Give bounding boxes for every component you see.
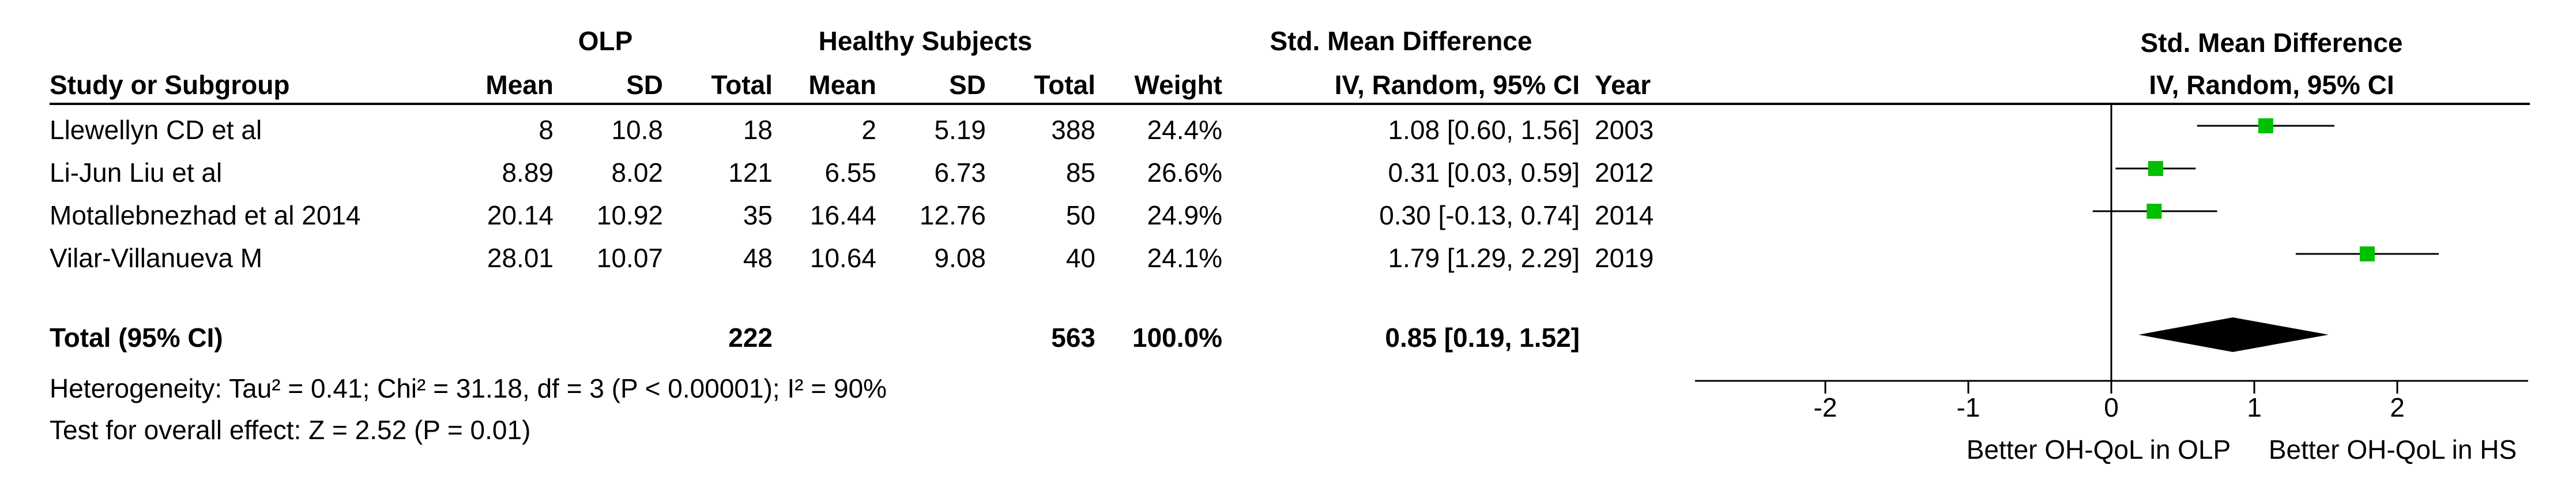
total-hs: 388 <box>1051 115 1095 145</box>
year: 2012 <box>1595 158 1654 188</box>
col-sd-olp: SD <box>626 70 663 100</box>
total-olp: 121 <box>728 158 773 188</box>
col-total-olp: Total <box>711 70 773 100</box>
mean-olp: 8 <box>538 115 553 145</box>
sd-olp: 8.02 <box>611 158 663 188</box>
x-tick-label: 0 <box>2104 392 2119 422</box>
sd-hs: 9.08 <box>934 243 986 273</box>
xlabel-left: Better OH-QoL in OLP <box>1967 435 2231 465</box>
sd-olp: 10.8 <box>611 115 663 145</box>
col-mean-olp: Mean <box>485 70 553 100</box>
col-mean-hs: Mean <box>808 70 876 100</box>
weight: 24.1% <box>1147 243 1222 273</box>
total-weight: 100.0% <box>1132 323 1222 353</box>
total-olp: 35 <box>743 200 773 230</box>
x-tick-label: -1 <box>1957 392 1980 422</box>
year: 2014 <box>1595 200 1654 230</box>
year: 2019 <box>1595 243 1654 273</box>
mean-olp: 28.01 <box>487 243 553 273</box>
sd-olp: 10.92 <box>596 200 663 230</box>
study-name: Vilar-Villanueva M <box>50 243 263 273</box>
col-sd-hs: SD <box>949 70 986 100</box>
study-point-marker <box>2148 161 2163 176</box>
mean-olp: 20.14 <box>487 200 553 230</box>
col-study: Study or Subgroup <box>50 70 290 100</box>
total-hs: 40 <box>1065 243 1095 273</box>
study-point-marker <box>2359 246 2375 261</box>
sd-hs: 6.73 <box>934 158 986 188</box>
study-name: Li-Jun Liu et al <box>50 158 223 188</box>
total-olp: 48 <box>743 243 773 273</box>
total-hs: 50 <box>1065 200 1095 230</box>
pooled-diamond <box>2138 317 2329 352</box>
study-name: Llewellyn CD et al <box>50 115 262 145</box>
total-ci: 0.85 [0.19, 1.52] <box>1385 323 1580 353</box>
olp-group-header: OLP <box>578 26 633 56</box>
ci-value: 1.08 [0.60, 1.56] <box>1388 115 1580 145</box>
plot-subtitle: IV, Random, 95% CI <box>2149 70 2394 100</box>
mean-hs: 6.55 <box>824 158 876 188</box>
total-label: Total (95% CI) <box>50 323 223 353</box>
total-hs: 85 <box>1065 158 1095 188</box>
x-tick-label: 2 <box>2390 392 2405 422</box>
smd-table-title: Std. Mean Difference <box>1270 26 1532 56</box>
sd-hs: 12.76 <box>919 200 986 230</box>
mean-hs: 16.44 <box>809 200 876 230</box>
weight: 26.6% <box>1147 158 1222 188</box>
study-name: Motallebnezhad et al 2014 <box>50 200 361 230</box>
col-year: Year <box>1595 70 1651 100</box>
sd-hs: 5.19 <box>934 115 986 145</box>
x-tick-label: 1 <box>2247 392 2262 422</box>
healthy-group-header: Healthy Subjects <box>818 26 1033 56</box>
ci-value: 0.31 [0.03, 0.59] <box>1388 158 1580 188</box>
total-olp-sum: 222 <box>728 323 773 353</box>
col-ci: IV, Random, 95% CI <box>1334 70 1580 100</box>
weight: 24.9% <box>1147 200 1222 230</box>
total-hs-sum: 563 <box>1051 323 1095 353</box>
header-rule <box>50 103 2530 105</box>
plot-title: Std. Mean Difference <box>2141 28 2403 58</box>
x-tick-label: -2 <box>1814 392 1837 422</box>
year: 2003 <box>1595 115 1654 145</box>
col-weight: Weight <box>1134 70 1222 100</box>
heterogeneity-text: Heterogeneity: Tau² = 0.41; Chi² = 31.18… <box>50 373 887 403</box>
xlabel-right: Better OH-QoL in HS <box>2269 435 2517 465</box>
ci-value: 0.30 [-0.13, 0.74] <box>1379 200 1580 230</box>
overall-effect-text: Test for overall effect: Z = 2.52 (P = 0… <box>50 415 531 445</box>
total-olp: 18 <box>743 115 773 145</box>
ci-value: 1.79 [1.29, 2.29] <box>1388 243 1580 273</box>
col-total-hs: Total <box>1034 70 1095 100</box>
sd-olp: 10.07 <box>596 243 663 273</box>
study-point-marker <box>2258 118 2273 133</box>
mean-olp: 8.89 <box>502 158 553 188</box>
mean-hs: 10.64 <box>809 243 876 273</box>
mean-hs: 2 <box>861 115 876 145</box>
study-point-marker <box>2146 204 2162 219</box>
weight: 24.4% <box>1147 115 1222 145</box>
